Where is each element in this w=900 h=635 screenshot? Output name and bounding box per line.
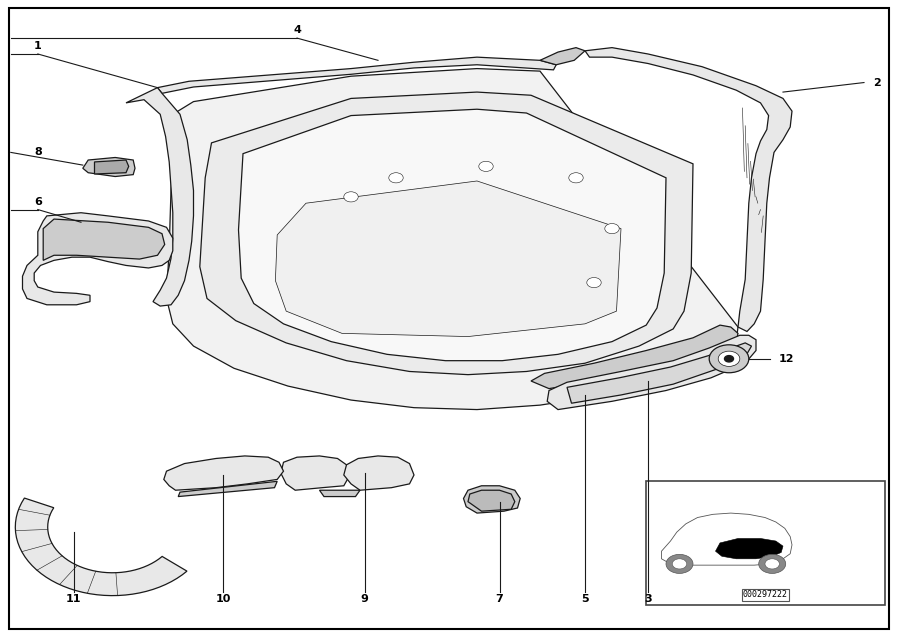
Polygon shape xyxy=(540,48,585,65)
Text: 8: 8 xyxy=(34,147,41,157)
Text: 3: 3 xyxy=(644,594,652,605)
Text: 11: 11 xyxy=(66,594,82,605)
Polygon shape xyxy=(275,181,621,337)
Circle shape xyxy=(765,559,779,569)
Circle shape xyxy=(587,277,601,288)
Polygon shape xyxy=(464,486,520,513)
Polygon shape xyxy=(567,343,752,403)
Circle shape xyxy=(718,351,740,366)
Circle shape xyxy=(569,173,583,183)
Polygon shape xyxy=(22,213,173,305)
Polygon shape xyxy=(468,490,515,511)
Polygon shape xyxy=(126,88,194,306)
Text: 2: 2 xyxy=(873,77,881,88)
Polygon shape xyxy=(585,48,792,331)
Text: 10: 10 xyxy=(215,594,231,605)
Circle shape xyxy=(666,554,693,573)
Polygon shape xyxy=(200,92,693,375)
Polygon shape xyxy=(94,160,129,174)
Circle shape xyxy=(344,192,358,202)
Circle shape xyxy=(724,356,733,362)
Text: 4: 4 xyxy=(293,25,301,36)
Polygon shape xyxy=(344,456,414,490)
Circle shape xyxy=(709,345,749,373)
Text: 6: 6 xyxy=(34,197,41,207)
Bar xyxy=(646,481,885,605)
Polygon shape xyxy=(716,538,783,559)
Circle shape xyxy=(605,224,619,234)
Polygon shape xyxy=(43,219,165,260)
Circle shape xyxy=(759,554,786,573)
Polygon shape xyxy=(166,69,738,410)
Polygon shape xyxy=(83,157,135,177)
Text: 12: 12 xyxy=(778,354,794,364)
Polygon shape xyxy=(547,335,756,410)
Text: 1: 1 xyxy=(34,41,41,51)
Circle shape xyxy=(479,161,493,171)
Polygon shape xyxy=(238,109,666,361)
Polygon shape xyxy=(320,490,360,497)
Polygon shape xyxy=(178,481,277,497)
Text: 7: 7 xyxy=(496,594,503,605)
Text: 000297222: 000297222 xyxy=(743,591,788,599)
Polygon shape xyxy=(164,456,284,490)
Circle shape xyxy=(672,559,687,569)
Polygon shape xyxy=(158,57,556,93)
Polygon shape xyxy=(662,513,792,565)
Circle shape xyxy=(389,173,403,183)
Text: 5: 5 xyxy=(581,594,589,605)
Polygon shape xyxy=(531,325,738,389)
Polygon shape xyxy=(15,498,187,596)
Polygon shape xyxy=(281,456,349,490)
Text: 9: 9 xyxy=(361,594,368,605)
